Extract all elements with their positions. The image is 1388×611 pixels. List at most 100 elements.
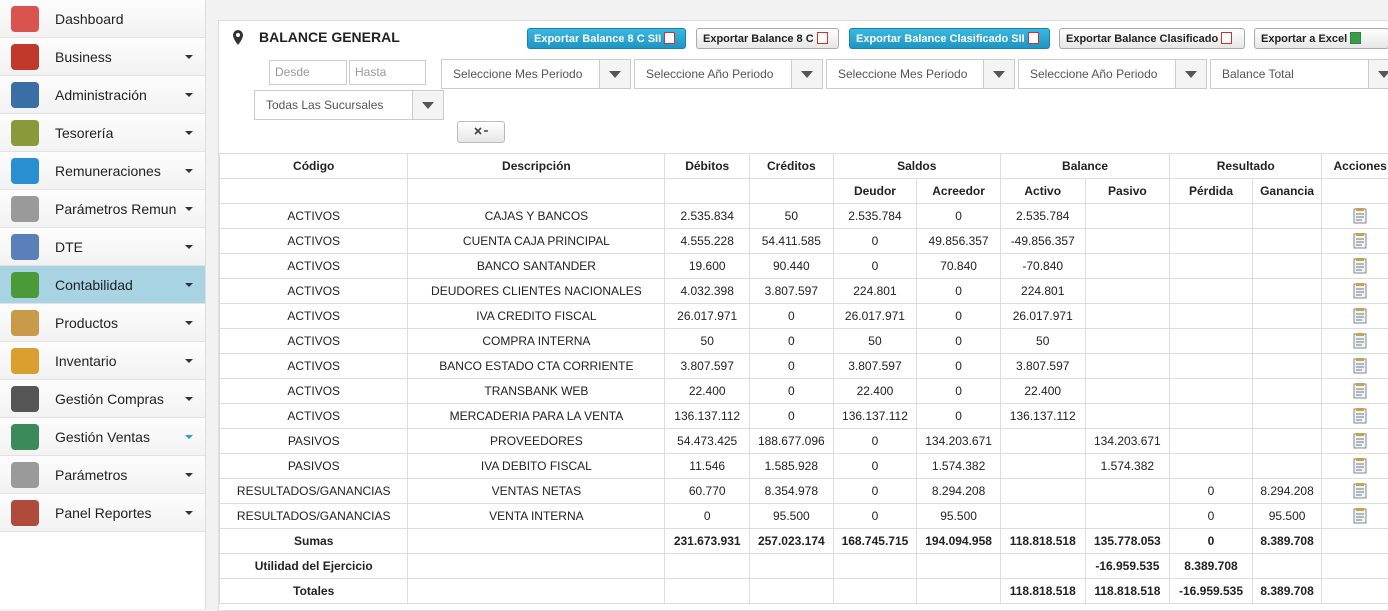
button-icon bbox=[664, 32, 675, 44]
date-from-input[interactable]: Desde bbox=[269, 60, 347, 85]
action-icon bbox=[1352, 358, 1368, 374]
select[interactable]: Seleccione Año Periodo bbox=[634, 59, 823, 89]
menu-arrow bbox=[185, 435, 193, 439]
cell: 19.600 bbox=[665, 254, 750, 279]
cell: 118.818.518 bbox=[1000, 579, 1085, 604]
cell: ACTIVOS bbox=[220, 404, 408, 429]
menu-arrow bbox=[185, 245, 193, 249]
select-label: Seleccione Año Periodo bbox=[1030, 67, 1157, 81]
action-cell[interactable] bbox=[1322, 254, 1388, 279]
cell: 194.094.958 bbox=[917, 529, 1001, 554]
cell bbox=[1085, 204, 1170, 229]
action-cell[interactable] bbox=[1322, 429, 1388, 454]
select[interactable]: Seleccione Mes Periodo bbox=[441, 59, 631, 89]
menu-item[interactable]: Inventario bbox=[0, 342, 205, 380]
clear-filters-button[interactable] bbox=[457, 121, 505, 143]
action-cell[interactable] bbox=[1322, 404, 1388, 429]
cell: 0 bbox=[1170, 479, 1253, 504]
menu-item[interactable]: Parámetros Remun bbox=[0, 190, 205, 228]
cell: ACTIVOS bbox=[220, 204, 408, 229]
empty-header bbox=[665, 179, 750, 204]
cell: 0 bbox=[833, 429, 917, 454]
action-cell[interactable] bbox=[1322, 504, 1388, 529]
cell: Totales bbox=[220, 579, 408, 604]
select[interactable]: Seleccione Mes Periodo bbox=[826, 59, 1015, 89]
cell: 3.807.597 bbox=[833, 354, 917, 379]
menu-item[interactable]: Contabilidad bbox=[0, 266, 205, 304]
menu-arrow bbox=[185, 321, 193, 325]
action-cell[interactable] bbox=[1322, 479, 1388, 504]
export-button[interactable]: Exportar Balance 8 C bbox=[696, 28, 839, 49]
export-button[interactable]: Exportar Balance 8 C SII bbox=[527, 28, 686, 49]
cell bbox=[1170, 279, 1253, 304]
export-button[interactable]: Exportar Balance Clasificado bbox=[1059, 28, 1245, 49]
select[interactable]: Seleccione Año Periodo bbox=[1018, 59, 1207, 89]
action-icon bbox=[1352, 333, 1368, 349]
cell bbox=[750, 579, 834, 604]
action-cell[interactable] bbox=[1322, 229, 1388, 254]
date-to-input[interactable]: Hasta bbox=[349, 60, 426, 85]
cell: 231.673.931 bbox=[665, 529, 750, 554]
cell bbox=[833, 554, 917, 579]
cell bbox=[1085, 304, 1170, 329]
cell: 0 bbox=[917, 404, 1001, 429]
cell: 134.203.671 bbox=[917, 429, 1001, 454]
select[interactable]: Balance Total bbox=[1210, 59, 1388, 89]
menu-item[interactable]: Dashboard bbox=[0, 0, 205, 38]
export-button[interactable]: Exportar a Excel bbox=[1254, 28, 1388, 49]
menu-label: Contabilidad bbox=[55, 277, 133, 293]
cell: 0 bbox=[1170, 529, 1253, 554]
cell bbox=[1000, 554, 1085, 579]
action-cell[interactable] bbox=[1322, 379, 1388, 404]
menu-item[interactable]: Productos bbox=[0, 304, 205, 342]
export-button[interactable]: Exportar Balance Clasificado SII bbox=[849, 28, 1050, 49]
cell: -16.959.535 bbox=[1170, 579, 1253, 604]
select-arrow bbox=[1175, 60, 1206, 88]
action-cell[interactable] bbox=[1322, 354, 1388, 379]
menu-item[interactable]: Remuneraciones bbox=[0, 152, 205, 190]
cell: 0 bbox=[1170, 504, 1253, 529]
cell: ACTIVOS bbox=[220, 279, 408, 304]
menu-item[interactable]: DTE bbox=[0, 228, 205, 266]
menu-arrow bbox=[185, 207, 193, 211]
pin-icon bbox=[231, 29, 245, 47]
action-cell[interactable] bbox=[1322, 279, 1388, 304]
button-label: Exportar Balance Clasificado bbox=[1066, 33, 1218, 45]
action-icon bbox=[1352, 408, 1368, 424]
menu-item[interactable]: Gestión Ventas bbox=[0, 418, 205, 456]
action-cell[interactable] bbox=[1322, 329, 1388, 354]
cell bbox=[1170, 429, 1253, 454]
menu-item[interactable]: Administración bbox=[0, 76, 205, 114]
cell bbox=[1252, 429, 1322, 454]
column-subheader: Ganancia bbox=[1252, 179, 1322, 204]
empty-header bbox=[750, 179, 834, 204]
menu-arrow bbox=[185, 283, 193, 287]
cell: BANCO SANTANDER bbox=[408, 254, 665, 279]
cell: 188.677.096 bbox=[750, 429, 834, 454]
cell bbox=[665, 554, 750, 579]
action-cell[interactable] bbox=[1322, 454, 1388, 479]
cell: 54.473.425 bbox=[665, 429, 750, 454]
menu-item[interactable]: Parámetros bbox=[0, 456, 205, 494]
menu-item[interactable]: Panel Reportes bbox=[0, 494, 205, 532]
action-cell[interactable] bbox=[1322, 204, 1388, 229]
menu-item[interactable]: Tesorería bbox=[0, 114, 205, 152]
cell bbox=[1170, 379, 1253, 404]
cell: 136.137.112 bbox=[833, 404, 917, 429]
menu-arrow bbox=[185, 511, 193, 515]
menu-label: Parámetros bbox=[55, 467, 127, 483]
button-label: Exportar Balance 8 C bbox=[703, 33, 814, 45]
cell: 26.017.971 bbox=[665, 304, 750, 329]
select-label: Seleccione Mes Periodo bbox=[838, 67, 967, 81]
cell: 3.807.597 bbox=[665, 354, 750, 379]
menu-icon bbox=[11, 6, 39, 32]
select-arrow bbox=[599, 60, 630, 88]
button-icon bbox=[1350, 32, 1361, 44]
menu-item[interactable]: Gestión Compras bbox=[0, 380, 205, 418]
select[interactable]: Todas Las Sucursales bbox=[254, 90, 444, 120]
menu-item[interactable]: Business bbox=[0, 38, 205, 76]
action-cell[interactable] bbox=[1322, 304, 1388, 329]
